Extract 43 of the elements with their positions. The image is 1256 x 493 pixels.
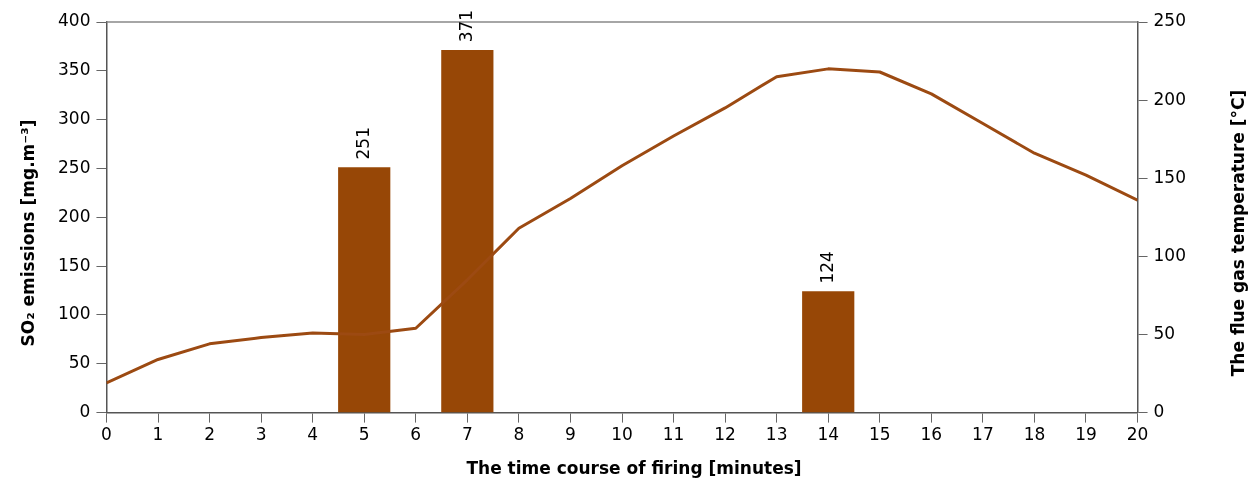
- x-tick-label: 20: [1126, 424, 1149, 445]
- x-tick-label: 18: [1023, 424, 1046, 445]
- x-tick-label: 8: [513, 424, 525, 445]
- y-tick-label: 400: [57, 10, 91, 31]
- x-tick-label: 3: [255, 424, 267, 445]
- y2-tick-label: 100: [1153, 244, 1187, 265]
- x-tick-label: 2: [204, 424, 215, 445]
- x-tick-label: 13: [765, 424, 788, 445]
- x-tick-label: 0: [101, 424, 112, 445]
- y2-tick-label: 200: [1153, 88, 1187, 109]
- y2-axis-title: The flue gas temperature [°C]: [1228, 89, 1248, 377]
- y-tick-label: 100: [57, 303, 91, 324]
- y-tick-label: 50: [68, 352, 91, 373]
- x-tick-label: 7: [461, 424, 473, 445]
- x-tick-label: 19: [1075, 424, 1097, 445]
- bar: [802, 291, 855, 413]
- y2-tick-label: 0: [1153, 401, 1165, 422]
- x-tick-label: 12: [714, 424, 736, 445]
- x-tick-label: 6: [410, 424, 422, 445]
- x-tick-label: 14: [817, 424, 840, 445]
- y-tick-label: 300: [57, 108, 91, 129]
- y-tick-label: 350: [57, 59, 91, 80]
- y-axis-title: SO₂ emissions [mg.m⁻³]: [18, 119, 38, 347]
- x-tick-label: 15: [868, 424, 891, 445]
- data-label: 371: [455, 9, 476, 43]
- data-label: 124: [816, 251, 837, 284]
- y2-tick-label: 50: [1153, 322, 1176, 343]
- y2-tick-label: 150: [1153, 166, 1187, 187]
- x-tick-label: 9: [565, 424, 576, 445]
- data-label: 251: [352, 127, 373, 160]
- y-tick-label: 0: [79, 401, 91, 422]
- x-axis-title: The time course of firing [minutes]: [466, 458, 802, 478]
- y-tick-label: 200: [57, 205, 91, 226]
- y-tick-label: 150: [57, 254, 91, 275]
- x-tick-label: 10: [611, 424, 633, 445]
- x-tick-label: 5: [358, 424, 370, 445]
- y2-tick-label: 250: [1153, 10, 1187, 31]
- x-tick-label: 16: [920, 424, 943, 445]
- x-tick-label: 11: [662, 424, 685, 445]
- x-tick-label: 4: [307, 424, 319, 445]
- y-tick-label: 250: [57, 156, 91, 177]
- x-tick-label: 1: [152, 424, 164, 445]
- x-tick-label: 17: [972, 424, 994, 445]
